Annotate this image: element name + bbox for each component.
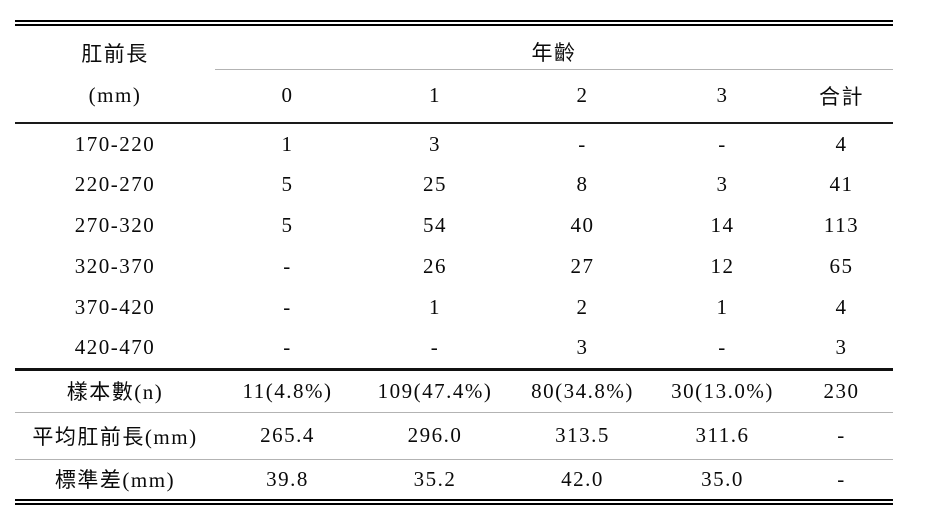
- table-cell: 4: [835, 295, 848, 319]
- table-cell: 3: [429, 131, 441, 156]
- table-cell: 265.4: [215, 411, 360, 459]
- table-cell: -: [430, 335, 440, 360]
- table-cell: -: [283, 254, 292, 278]
- stddev-row: 標準差(mm) 39.8 35.2 42.0 35.0 -: [15, 458, 893, 502]
- table-cell: 42.0: [510, 458, 655, 502]
- range-label: 370-420: [74, 295, 156, 319]
- table-cell: 14: [710, 213, 735, 237]
- table-cell: 39.8: [215, 458, 360, 502]
- table-cell: -: [718, 335, 727, 360]
- range-label: 420-470: [74, 335, 156, 360]
- table-cell: -: [790, 458, 893, 502]
- frequency-table: 肛前長 年齡 (mm) 0 1 2 3 合計 170-220 1 3 - - 4: [15, 20, 893, 505]
- col-header-age-0: 0: [215, 69, 360, 124]
- table-cell: -: [283, 295, 292, 319]
- header-columns-row: (mm) 0 1 2 3 合計: [15, 69, 893, 124]
- table-cell: 40: [570, 213, 595, 237]
- table-row: 170-220 1 3 - - 4: [15, 123, 893, 164]
- table-cell: 1: [281, 131, 294, 156]
- table-row: 420-470 - - 3 - 3: [15, 328, 893, 369]
- table-cell: 8: [576, 172, 589, 196]
- summary-label: 標準差(mm): [15, 458, 215, 502]
- range-label: 170-220: [74, 131, 156, 156]
- table-cell: -: [790, 411, 893, 459]
- table-cell: 5: [281, 172, 294, 196]
- table-cell: 109(47.4%): [360, 367, 510, 412]
- sample-count-row: 樣本數(n) 11(4.8%) 109(47.4%) 80(34.8%) 30(…: [15, 367, 893, 412]
- table-cell: -: [578, 131, 587, 156]
- table-cell: 230: [790, 367, 893, 412]
- age-group-header: 年齡: [215, 23, 893, 70]
- table-cell: 4: [835, 131, 848, 156]
- range-label: 270-320: [74, 213, 156, 237]
- table-cell: 3: [835, 335, 848, 360]
- range-label: 220-270: [74, 172, 156, 196]
- table-row: 320-370 - 26 27 12 65: [15, 246, 893, 287]
- table-cell: 296.0: [360, 411, 510, 459]
- col-header-age-1: 1: [360, 69, 510, 124]
- table-row: 270-320 5 54 40 14 113: [15, 205, 893, 246]
- table-cell: 3: [576, 335, 589, 360]
- table-cell: 5: [281, 213, 294, 237]
- table-cell: 311.6: [655, 411, 790, 459]
- table-cell: 2: [576, 295, 589, 319]
- range-label: 320-370: [74, 254, 156, 278]
- summary-label: 平均肛前長(mm): [15, 411, 215, 459]
- mean-row: 平均肛前長(mm) 265.4 296.0 313.5 311.6 -: [15, 411, 893, 459]
- table-cell: 11(4.8%): [215, 367, 360, 412]
- table-cell: 1: [716, 295, 729, 319]
- table-row: 370-420 - 1 2 1 4: [15, 287, 893, 328]
- table-cell: 12: [710, 254, 735, 278]
- table-cell: -: [283, 335, 292, 360]
- col-header-total: 合計: [790, 69, 893, 124]
- table-cell: 35.0: [655, 458, 790, 502]
- table-cell: 41: [829, 172, 854, 196]
- table-cell: 25: [423, 172, 447, 196]
- table-cell: 35.2: [360, 458, 510, 502]
- table-cell: 65: [829, 254, 854, 278]
- col-header-age-3: 3: [655, 69, 790, 124]
- table-cell: 3: [716, 172, 729, 196]
- table-cell: 1: [429, 295, 441, 319]
- table-cell: 54: [423, 213, 447, 237]
- row-label-unit: (mm): [15, 69, 215, 124]
- header-group-row: 肛前長 年齡: [15, 23, 893, 70]
- table-cell: 27: [570, 254, 595, 278]
- table-cell: 80(34.8%): [510, 367, 655, 412]
- table-cell: 313.5: [510, 411, 655, 459]
- row-label-title: 肛前長: [81, 41, 149, 66]
- table-cell: 26: [423, 254, 447, 278]
- summary-label: 樣本數(n): [15, 367, 215, 412]
- table-cell: 113: [823, 213, 860, 237]
- table-cell: -: [718, 131, 727, 156]
- col-header-age-2: 2: [510, 69, 655, 124]
- table-cell: 30(13.0%): [655, 367, 790, 412]
- table-row: 220-270 5 25 8 3 41: [15, 164, 893, 205]
